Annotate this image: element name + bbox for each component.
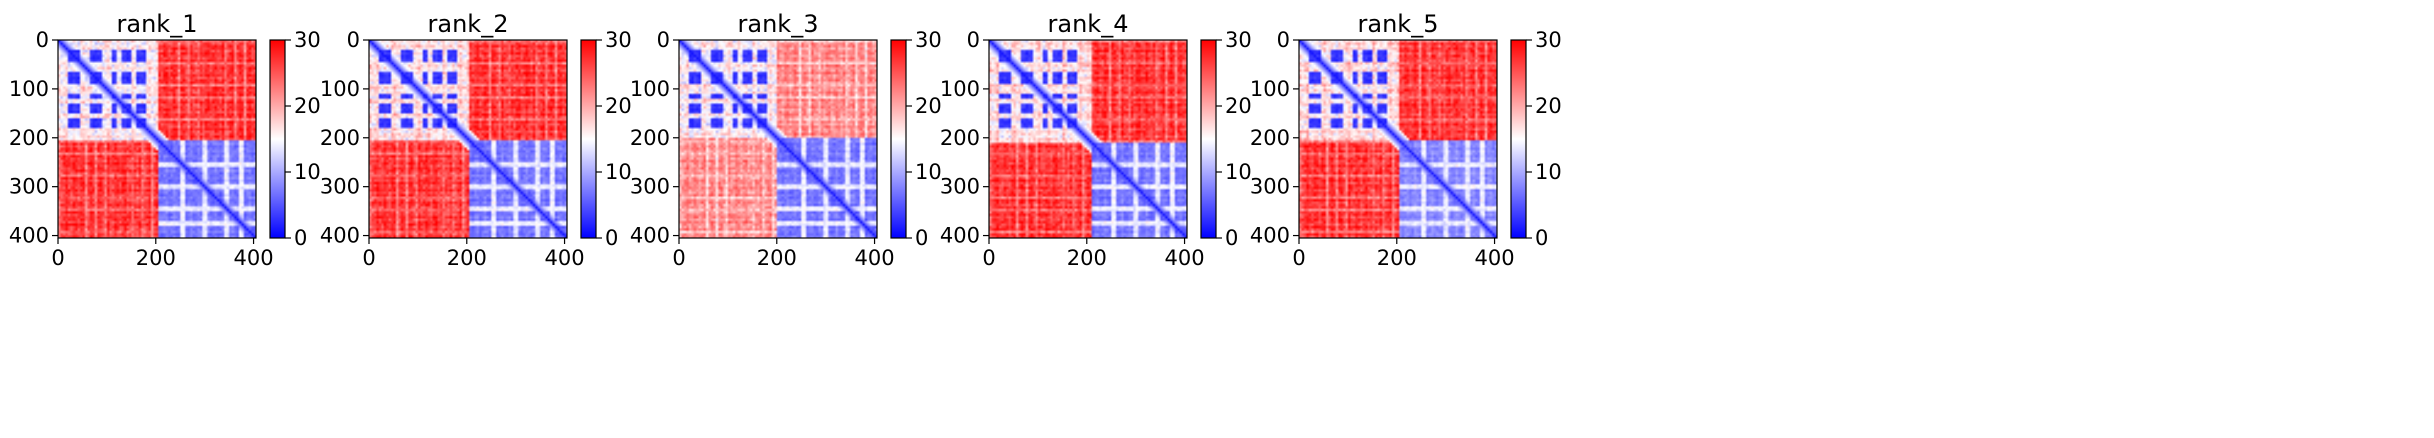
colorbar-tick-label: 0	[294, 226, 307, 250]
panel-title: rank_4	[1048, 10, 1129, 38]
colorbar-tick-label: 20	[1535, 94, 1562, 118]
colorbar-tick-label: 10	[915, 160, 942, 184]
y-tick-label: 0	[967, 28, 980, 52]
x-tick-label: 0	[982, 246, 995, 270]
y-tick-label: 300	[1250, 175, 1290, 199]
x-tick-label: 200	[447, 246, 487, 270]
colorbar-tick-label: 0	[605, 226, 618, 250]
y-tick-label: 400	[630, 224, 670, 248]
y-tick-label: 200	[630, 126, 670, 150]
colorbar	[1200, 39, 1217, 239]
x-tick-label: 400	[545, 246, 585, 270]
colorbar	[269, 39, 286, 239]
x-tick-label: 0	[1292, 246, 1305, 270]
y-tick-label: 0	[36, 28, 49, 52]
y-tick-label: 400	[9, 224, 49, 248]
colorbar-tick-label: 10	[1535, 160, 1562, 184]
x-tick-label: 400	[1475, 246, 1515, 270]
y-tick-label: 200	[9, 126, 49, 150]
y-tick-label: 200	[1250, 126, 1290, 150]
y-tick-label: 100	[630, 77, 670, 101]
y-tick-label: 100	[320, 77, 360, 101]
colorbar-tick-label: 0	[1535, 226, 1548, 250]
heatmap-cells	[679, 40, 877, 238]
axes-frame	[1298, 39, 1498, 239]
colorbar-tick-label: 0	[915, 226, 928, 250]
colorbar-tick-label: 20	[915, 94, 942, 118]
panel-title: rank_2	[428, 10, 509, 38]
x-tick-label: 200	[1067, 246, 1107, 270]
colorbar-tick-label: 30	[915, 28, 942, 52]
x-tick-label: 400	[234, 246, 274, 270]
heatmap-cells	[1299, 40, 1497, 238]
x-tick-label: 0	[672, 246, 685, 270]
colorbar-tick-label: 10	[1225, 160, 1252, 184]
colorbar	[1510, 39, 1527, 239]
y-tick-label: 300	[9, 175, 49, 199]
colorbar-tick-label: 20	[294, 94, 321, 118]
colorbar	[890, 39, 907, 239]
colorbar-tick-label: 20	[1225, 94, 1252, 118]
colorbar-tick-label: 30	[605, 28, 632, 52]
colorbar-tick-label: 30	[1225, 28, 1252, 52]
colorbar-tick-label: 30	[1535, 28, 1562, 52]
axes-frame	[678, 39, 878, 239]
heatmap-cells	[369, 40, 567, 238]
y-tick-label: 200	[940, 126, 980, 150]
axes-frame	[57, 39, 257, 239]
y-tick-label: 100	[1250, 77, 1290, 101]
x-tick-label: 200	[136, 246, 176, 270]
colorbar-tick-label: 0	[1225, 226, 1238, 250]
x-tick-label: 400	[1165, 246, 1205, 270]
y-tick-label: 100	[940, 77, 980, 101]
x-tick-label: 0	[51, 246, 64, 270]
axes-frame	[988, 39, 1188, 239]
colorbar-tick-label: 20	[605, 94, 632, 118]
axes-frame	[368, 39, 568, 239]
heatmap-cells	[989, 40, 1187, 238]
y-tick-label: 100	[9, 77, 49, 101]
y-tick-label: 200	[320, 126, 360, 150]
x-tick-label: 0	[362, 246, 375, 270]
x-tick-label: 200	[1377, 246, 1417, 270]
y-tick-label: 400	[1250, 224, 1290, 248]
colorbar	[580, 39, 597, 239]
y-tick-label: 0	[347, 28, 360, 52]
colorbar-tick-label: 10	[605, 160, 632, 184]
y-tick-label: 300	[320, 175, 360, 199]
panel-title: rank_5	[1358, 10, 1439, 38]
y-tick-label: 300	[940, 175, 980, 199]
y-tick-label: 400	[320, 224, 360, 248]
heatmap-cells	[58, 40, 256, 238]
y-tick-label: 0	[1277, 28, 1290, 52]
panel-title: rank_1	[117, 10, 198, 38]
colorbar-tick-label: 30	[294, 28, 321, 52]
y-tick-label: 0	[657, 28, 670, 52]
x-tick-label: 200	[757, 246, 797, 270]
y-tick-label: 300	[630, 175, 670, 199]
x-tick-label: 400	[855, 246, 895, 270]
panel-title: rank_3	[738, 10, 819, 38]
colorbar-tick-label: 10	[294, 160, 321, 184]
y-tick-label: 400	[940, 224, 980, 248]
